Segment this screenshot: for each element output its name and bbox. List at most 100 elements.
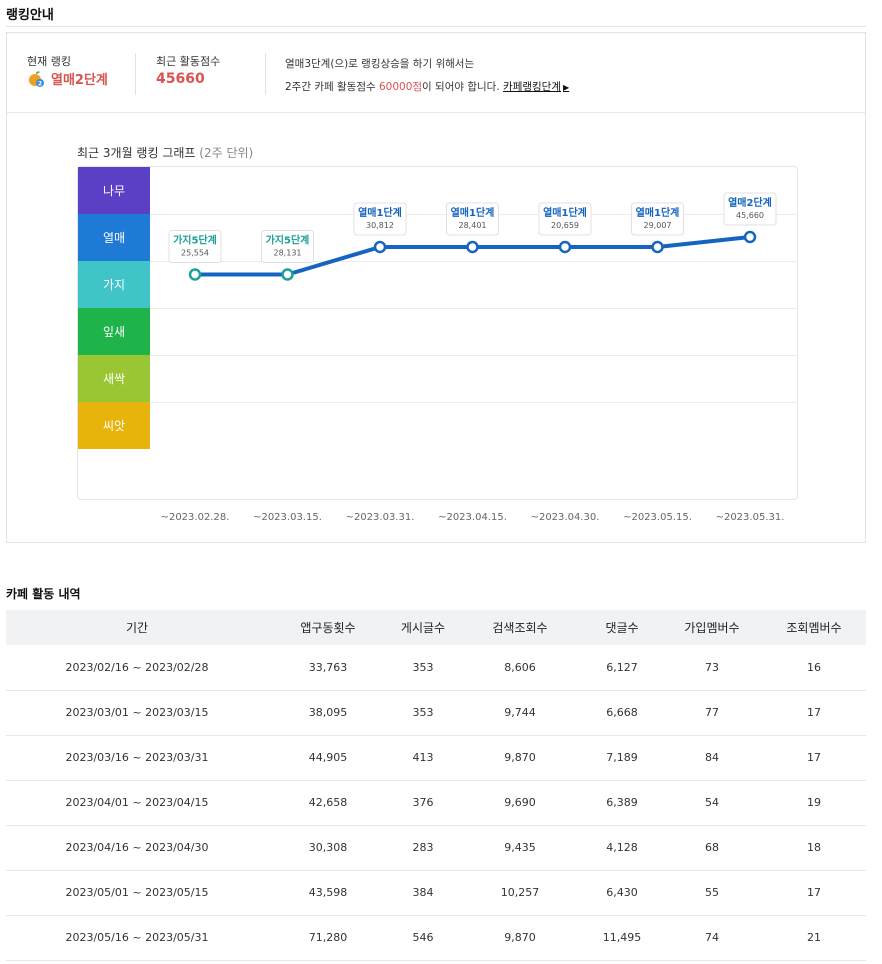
x-tick-label: ~2023.05.15. <box>623 512 692 523</box>
cell-posts: 546 <box>388 915 458 961</box>
cell-viewing-members: 18 <box>762 825 866 871</box>
cell-posts: 353 <box>388 690 458 736</box>
grid-line <box>150 261 798 262</box>
cell-new-members: 73 <box>662 645 762 691</box>
message-suffix: 이 되어야 합니다. <box>422 81 500 93</box>
data-point[interactable] <box>558 240 572 254</box>
page-title: 랭킹안내 <box>6 8 54 23</box>
point-label-box <box>168 230 222 263</box>
cell-period: 2023/03/16 ~ 2023/03/31 <box>6 735 268 781</box>
data-point[interactable] <box>466 240 479 254</box>
point-label-box <box>353 202 407 236</box>
current-rank-value: 열매2단계 <box>51 73 108 88</box>
cell-period: 2023/03/01 ~ 2023/03/15 <box>6 690 268 736</box>
point-rank-label: 열매1단계 <box>358 206 402 219</box>
data-point[interactable] <box>188 268 202 281</box>
cell-new-members: 55 <box>662 870 762 916</box>
rank-band: 잎새 <box>78 308 150 355</box>
cell-period: 2023/02/16 ~ 2023/02/28 <box>6 645 268 691</box>
cell-period: 2023/05/16 ~ 2023/05/31 <box>6 915 268 961</box>
cell-new-members: 54 <box>662 780 762 826</box>
table-row: 2023/02/16 ~ 2023/02/28 33,763 353 8,606 6,1… <box>6 645 866 691</box>
recent-score-value: 45660 <box>156 71 205 87</box>
cell-app-launches: 38,095 <box>268 690 388 736</box>
point-rank-label: 가지5단계 <box>173 234 217 247</box>
cell-search-views: 9,435 <box>458 825 582 871</box>
cell-comments: 11,495 <box>582 915 662 961</box>
rank-band: 나무 <box>78 167 150 214</box>
col-app-launches: 앱구동횟수 <box>268 610 388 645</box>
col-viewing-members: 조회멤버수 <box>762 610 866 645</box>
current-rank-label: 현재 랭킹 <box>27 55 71 68</box>
col-search-views: 검색조회수 <box>458 610 582 645</box>
cell-posts: 353 <box>388 645 458 691</box>
cell-posts: 376 <box>388 780 458 826</box>
cell-new-members: 84 <box>662 735 762 781</box>
cell-period: 2023/04/16 ~ 2023/04/30 <box>6 825 268 871</box>
rank-steps-link[interactable]: 카페랭킹단계 ▶ <box>503 81 569 93</box>
rank-band: 새싹 <box>78 355 150 402</box>
point-label-box <box>723 192 777 226</box>
activity-table: 기간 앱구동횟수 게시글수 검색조회수 댓글수 가입멤버수 조회멤버수 2023… <box>6 610 866 961</box>
chart-title-sub: (2주 단위) <box>199 146 254 160</box>
cell-posts: 283 <box>388 825 458 871</box>
ranking-summary: 현재 랭킹 2 열매2단계 최근 활동점수 45660 열매3단계(으)로 랭킹… <box>7 33 865 113</box>
chart-title-main: 최근 3개월 랭킹 그래프 <box>77 146 196 160</box>
title-divider <box>6 26 866 27</box>
cell-posts: 384 <box>388 870 458 916</box>
col-posts: 게시글수 <box>388 610 458 645</box>
current-rank: 2 열매2단계 <box>27 69 108 88</box>
cell-period: 2023/05/01 ~ 2023/05/15 <box>6 870 268 916</box>
point-rank-label: 열매1단계 <box>543 206 587 219</box>
cell-comments: 6,668 <box>582 690 662 736</box>
info-divider <box>265 53 266 95</box>
table-row: 2023/03/16 ~ 2023/03/31 44,905 413 9,870 7,1… <box>6 735 866 781</box>
cell-comments: 7,189 <box>582 735 662 781</box>
table-row: 2023/05/01 ~ 2023/05/15 43,598 384 10,257 6,… <box>6 870 866 916</box>
cell-app-launches: 71,280 <box>268 915 388 961</box>
table-row: 2023/04/16 ~ 2023/04/30 30,308 283 9,435 4,1… <box>6 825 866 871</box>
rank-steps-link-label: 카페랭킹단계 <box>503 81 561 93</box>
rank-band: 씨앗 <box>78 402 150 449</box>
grid-line <box>150 308 798 309</box>
data-point[interactable] <box>651 240 664 254</box>
point-value-label: 20,659 <box>551 221 579 230</box>
point-rank-label: 열매1단계 <box>451 206 495 219</box>
svg-text:2: 2 <box>38 80 42 87</box>
cell-new-members: 74 <box>662 915 762 961</box>
data-point[interactable] <box>373 240 387 254</box>
cell-search-views: 10,257 <box>458 870 582 916</box>
cell-search-views: 9,870 <box>458 735 582 781</box>
recent-score-label: 최근 활동점수 <box>156 55 221 68</box>
rank-band: 가지 <box>78 261 150 308</box>
x-tick-label: ~2023.04.15. <box>438 512 507 523</box>
data-point[interactable] <box>281 268 294 281</box>
point-label-box <box>446 202 499 236</box>
message-line-1: 열매3단계(으)로 랭킹상승을 하기 위해서는 <box>285 58 475 70</box>
cell-app-launches: 44,905 <box>268 735 388 781</box>
data-point[interactable] <box>743 230 757 244</box>
cell-posts: 413 <box>388 735 458 781</box>
chart-title: 최근 3개월 랭킹 그래프 (2주 단위) <box>77 144 253 161</box>
required-score: 60000점 <box>378 81 423 93</box>
cell-viewing-members: 17 <box>762 870 866 916</box>
table-header-row: 기간 앱구동횟수 게시글수 검색조회수 댓글수 가입멤버수 조회멤버수 <box>6 610 866 645</box>
grid-line <box>150 402 798 403</box>
caret-right-icon: ▶ <box>563 83 570 92</box>
point-label-box <box>538 202 592 236</box>
cell-new-members: 68 <box>662 825 762 871</box>
x-tick-label: ~2023.02.28. <box>161 512 230 523</box>
cell-viewing-members: 17 <box>762 735 866 781</box>
col-comments: 댓글수 <box>582 610 662 645</box>
x-tick-label: ~2023.04.30. <box>531 512 600 523</box>
cell-viewing-members: 19 <box>762 780 866 826</box>
message-prefix: 2주간 카페 활동점수 <box>285 81 379 93</box>
cell-comments: 6,430 <box>582 870 662 916</box>
cell-app-launches: 42,658 <box>268 780 388 826</box>
cell-viewing-members: 16 <box>762 645 866 691</box>
cell-search-views: 8,606 <box>458 645 582 691</box>
grid-line <box>150 355 798 356</box>
cell-comments: 6,127 <box>582 645 662 691</box>
point-rank-label: 가지5단계 <box>266 234 310 247</box>
point-value-label: 30,812 <box>366 221 394 230</box>
